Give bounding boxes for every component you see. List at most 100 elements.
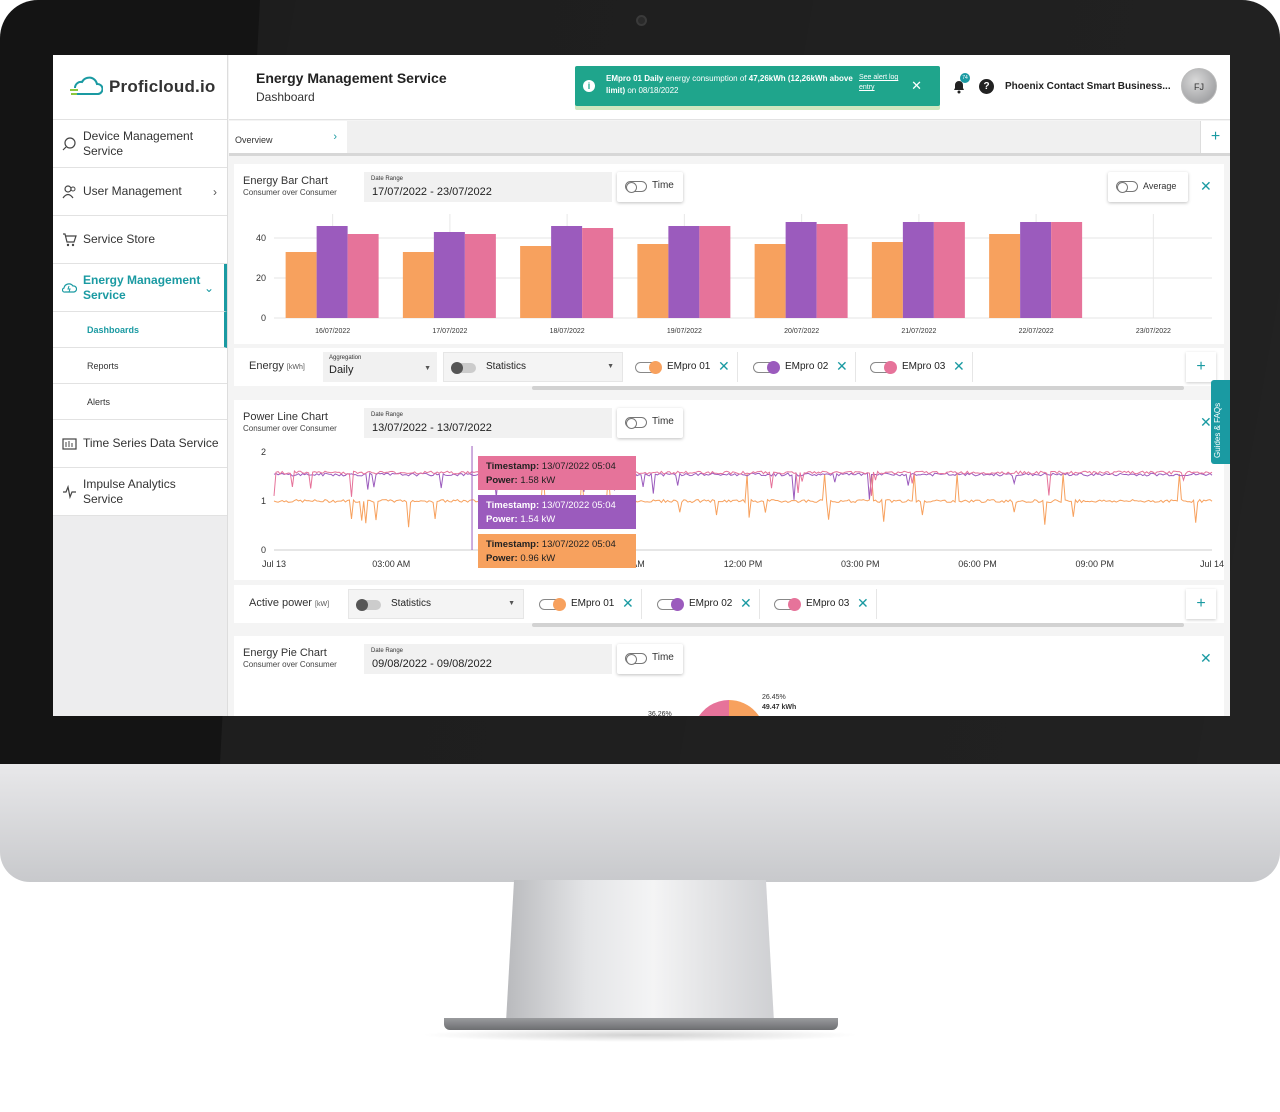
statistics-select[interactable]: Statistics ▼ xyxy=(348,589,524,619)
info-icon: i xyxy=(583,80,595,92)
remove-device-icon[interactable]: ✕ xyxy=(836,358,848,374)
tab-bar: Overview › + xyxy=(229,121,1230,156)
date-range-label: Date Range xyxy=(371,648,404,654)
toggle-switch[interactable] xyxy=(1116,181,1138,193)
tab-label: Overview xyxy=(235,135,273,145)
time-toggle[interactable]: Time xyxy=(617,172,683,202)
statistics-label: Statistics xyxy=(391,598,432,609)
horizontal-scrollbar[interactable] xyxy=(532,623,1184,627)
remove-device-icon[interactable]: ✕ xyxy=(718,358,730,374)
sidebar-item-time-series[interactable]: Time Series Data Service xyxy=(53,420,227,468)
aggregation-select[interactable]: Aggregation Daily ▼ xyxy=(323,352,437,382)
device-chip-empro02[interactable]: EMpro 02 ✕ xyxy=(648,589,760,619)
aggregation-value: Daily xyxy=(329,364,354,376)
device-name: EMpro 02 xyxy=(689,598,733,609)
sidebar-subitem-reports[interactable]: Reports xyxy=(53,348,227,384)
panel-subtitle: Consumer over Consumer xyxy=(243,188,337,197)
help-icon[interactable]: ? xyxy=(979,79,994,94)
remove-device-icon[interactable]: ✕ xyxy=(953,358,965,374)
y-tick-label: 2 xyxy=(261,447,266,457)
statistics-toggle[interactable] xyxy=(356,599,381,611)
device-chip-empro03[interactable]: EMpro 03 ✕ xyxy=(765,589,877,619)
x-tick-label: Jul 13 xyxy=(262,559,286,569)
sidebar-item-device-management[interactable]: Device Management Service xyxy=(53,120,227,168)
sidebar-item-service-store[interactable]: Service Store xyxy=(53,216,227,264)
date-range-label: Date Range xyxy=(371,176,404,182)
device-chip-empro02[interactable]: EMpro 02 ✕ xyxy=(744,352,856,382)
bar xyxy=(668,226,700,318)
horizontal-scrollbar[interactable] xyxy=(532,386,1184,390)
energy-icon xyxy=(61,280,77,296)
remove-device-icon[interactable]: ✕ xyxy=(740,595,752,611)
toggle-switch[interactable] xyxy=(625,653,647,665)
device-name: EMpro 03 xyxy=(902,361,946,372)
statistics-select[interactable]: Statistics ▼ xyxy=(443,352,623,382)
guides-label: Guides & FAQs xyxy=(1213,402,1222,458)
device-color-dot xyxy=(649,361,662,374)
x-tick-label: 18/07/2022 xyxy=(550,328,585,335)
sidebar-item-impulse-analytics[interactable]: Impulse Analytics Service xyxy=(53,468,227,516)
statistics-toggle[interactable] xyxy=(451,362,476,374)
remove-device-icon[interactable]: ✕ xyxy=(622,595,634,611)
device-chip-empro01[interactable]: EMpro 01 ✕ xyxy=(530,589,642,619)
device-toggle[interactable] xyxy=(657,598,684,611)
sidebar-item-energy-management[interactable]: Energy Management Service ⌄ xyxy=(53,264,227,312)
device-chip-empro01[interactable]: EMpro 01 ✕ xyxy=(626,352,738,382)
tooltip-empro03: Timestamp: 13/07/2022 05:04 Power: 1.58 k… xyxy=(478,456,636,490)
tooltip-empro01: Timestamp: 13/07/2022 05:04 Power: 0.96 k… xyxy=(478,534,636,568)
device-toggle[interactable] xyxy=(753,361,780,374)
panel-title: Energy Pie Chart xyxy=(243,647,327,659)
monitor-stand xyxy=(506,880,774,1022)
logo[interactable]: Proficloud.io xyxy=(53,55,227,120)
x-tick-label: 17/07/2022 xyxy=(432,328,467,335)
toggle-switch[interactable] xyxy=(625,417,647,429)
tab-overview[interactable]: Overview › xyxy=(229,121,347,153)
y-tick-label: 1 xyxy=(261,496,266,506)
add-device-button[interactable]: + xyxy=(1186,352,1216,382)
tooltip-empro02: Timestamp: 13/07/2022 05:04 Power: 1.54 k… xyxy=(478,495,636,529)
average-toggle[interactable]: Average xyxy=(1108,172,1188,202)
panel-title: Energy Bar Chart xyxy=(243,175,328,187)
date-range-field[interactable]: Date Range 17/07/2022 - 23/07/2022 xyxy=(364,172,612,202)
close-panel-icon[interactable]: ✕ xyxy=(1200,178,1212,194)
sidebar-item-label: Energy Management Service xyxy=(83,272,201,302)
close-panel-icon[interactable]: ✕ xyxy=(1200,414,1212,430)
date-range-field[interactable]: Date Range 09/08/2022 - 09/08/2022 xyxy=(364,644,612,674)
device-toggle[interactable] xyxy=(774,598,801,611)
time-toggle[interactable]: Time xyxy=(617,644,683,674)
avatar[interactable]: FJ xyxy=(1181,68,1217,104)
controls-label: Active power [kW] xyxy=(249,597,330,609)
device-name: EMpro 01 xyxy=(667,361,711,372)
bar xyxy=(520,246,552,318)
monitor-base xyxy=(444,1018,838,1030)
guides-faqs-tab[interactable]: Guides & FAQs xyxy=(1211,380,1230,464)
caret-down-icon: ▼ xyxy=(424,365,431,372)
x-tick-label: 21/07/2022 xyxy=(901,328,936,335)
alert-log-link[interactable]: See alert log entry xyxy=(859,74,899,91)
sidebar-item-label: Service Store xyxy=(83,232,156,246)
date-range-field[interactable]: Date Range 13/07/2022 - 13/07/2022 xyxy=(364,408,612,438)
device-toggle[interactable] xyxy=(539,598,566,611)
company-name[interactable]: Phoenix Contact Smart Business... xyxy=(1005,81,1171,92)
series-line xyxy=(273,473,1213,528)
bell-icon[interactable] xyxy=(951,78,967,94)
close-panel-icon[interactable]: ✕ xyxy=(1200,650,1212,666)
add-tab-button[interactable]: + xyxy=(1200,121,1230,153)
x-tick-label: 09:00 PM xyxy=(1075,559,1114,569)
toggle-switch[interactable] xyxy=(625,181,647,193)
device-toggle[interactable] xyxy=(870,361,897,374)
sidebar-subitem-alerts[interactable]: Alerts xyxy=(53,384,227,420)
monitor-chin xyxy=(0,764,1280,882)
close-icon[interactable]: ✕ xyxy=(911,78,922,93)
sidebar-subitem-dashboards[interactable]: Dashboards xyxy=(53,312,227,348)
time-toggle[interactable]: Time xyxy=(617,408,683,438)
sidebar-item-user-management[interactable]: User Management › xyxy=(53,168,227,216)
series-line xyxy=(273,471,1213,500)
sidebar: Proficloud.io Device Management Service … xyxy=(53,55,228,716)
controls-row: Active power [kW] Statistics ▼ EMpro 01 ✕… xyxy=(234,585,1224,623)
remove-device-icon[interactable]: ✕ xyxy=(857,595,869,611)
add-device-button[interactable]: + xyxy=(1186,589,1216,619)
device-name: EMpro 01 xyxy=(571,598,615,609)
device-toggle[interactable] xyxy=(635,361,662,374)
device-chip-empro03[interactable]: EMpro 03 ✕ xyxy=(861,352,973,382)
